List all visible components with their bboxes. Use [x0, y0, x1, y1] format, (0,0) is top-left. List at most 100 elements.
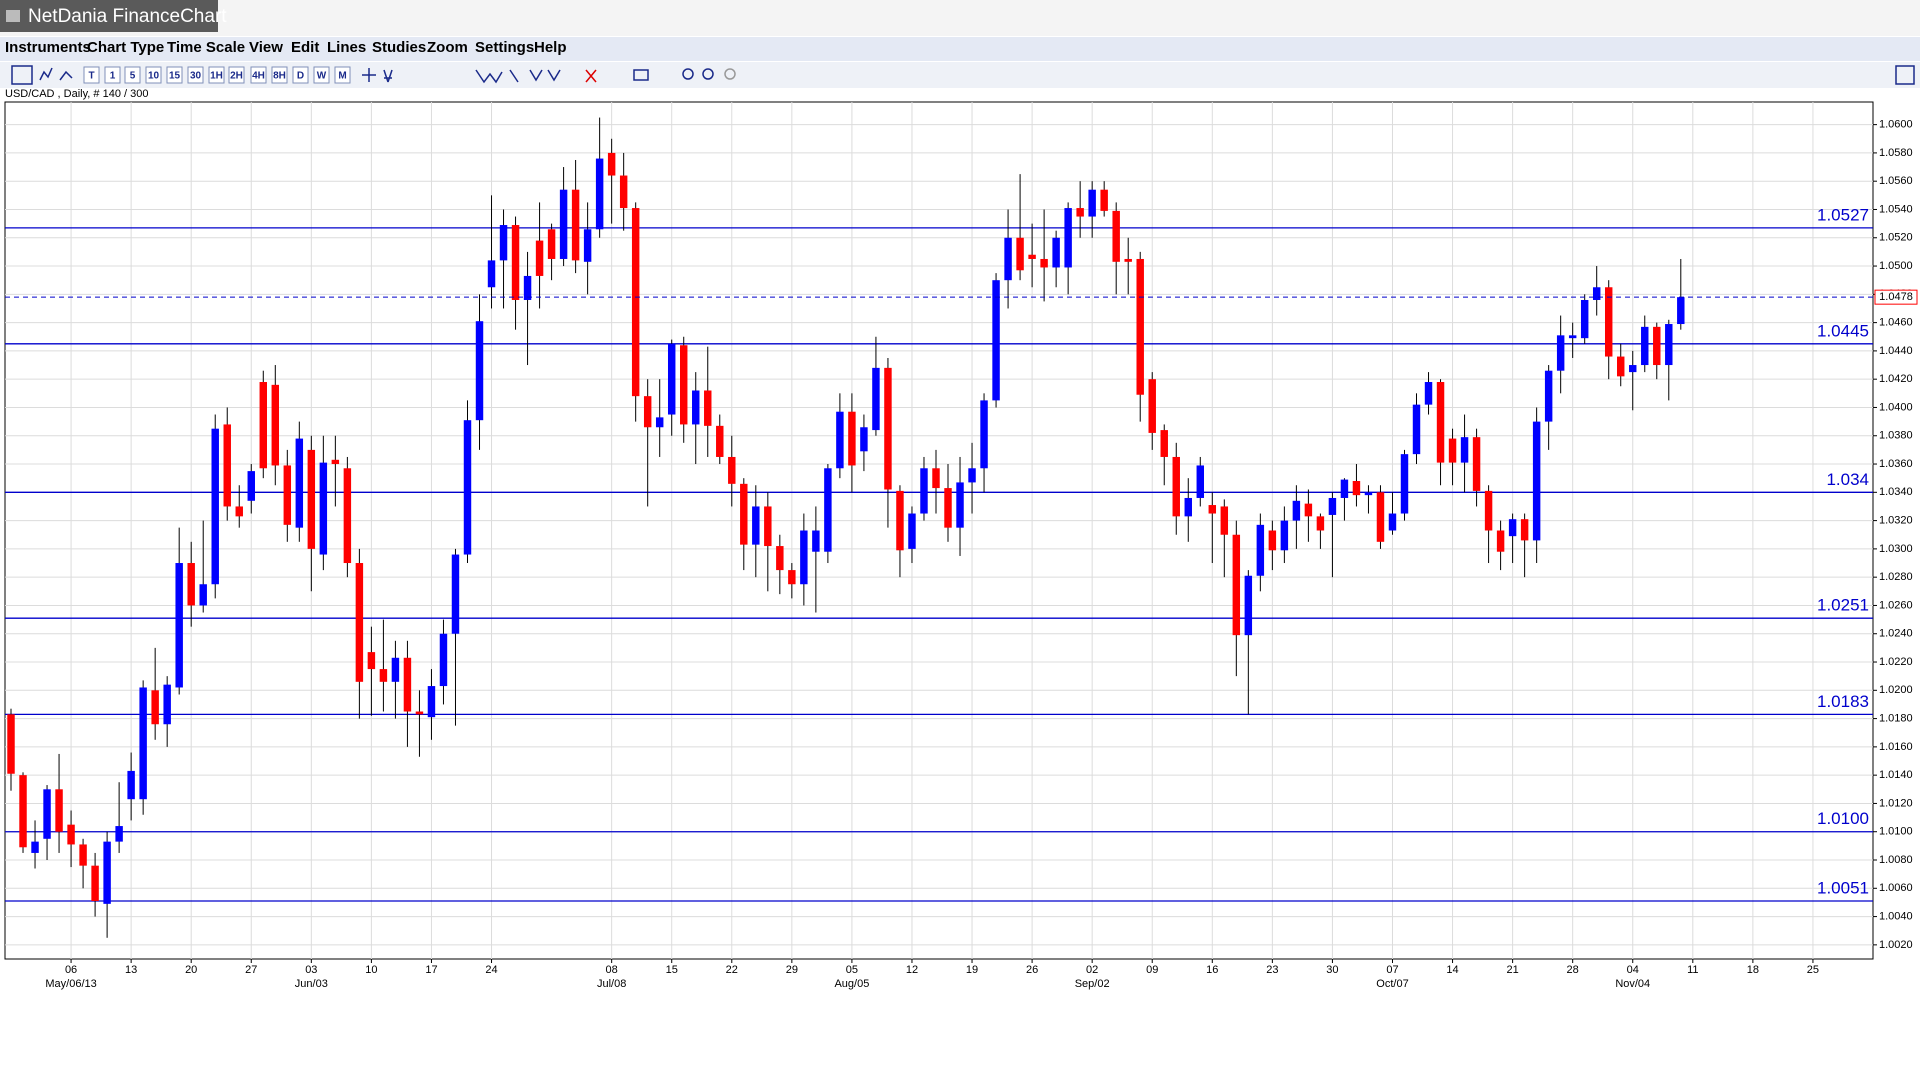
tool-button[interactable]	[334, 66, 351, 84]
tool-label[interactable]: 15	[169, 71, 181, 82]
candle-body	[307, 449, 316, 549]
candle-body	[764, 506, 772, 547]
tool-icon[interactable]	[724, 68, 736, 80]
tool-label[interactable]: W	[317, 71, 327, 82]
x-tick-label: 17	[425, 964, 437, 976]
y-tick-label: 1.0560	[1879, 175, 1913, 187]
tool-label[interactable]: 1H	[210, 71, 223, 82]
candle-body	[1424, 382, 1433, 405]
menu-item[interactable]: View	[249, 39, 283, 56]
tool-button[interactable]	[145, 66, 162, 84]
menu-item[interactable]: Help	[534, 39, 567, 56]
x-tick-label: 24	[485, 964, 497, 976]
plot-area	[4, 101, 1874, 960]
menu-item[interactable]: Instruments	[5, 39, 91, 56]
tool-button[interactable]	[83, 66, 100, 84]
candle-body	[103, 841, 111, 904]
tool-button[interactable]	[166, 66, 183, 84]
title-box	[0, 0, 218, 32]
candle-body	[1316, 516, 1325, 531]
tool-button[interactable]	[313, 66, 330, 84]
tool-label[interactable]: 4H	[252, 71, 265, 82]
candle-body	[331, 459, 340, 465]
tool-icon[interactable]	[362, 68, 393, 83]
tool-label[interactable]: 1	[110, 71, 116, 82]
x-tick-label: 26	[1026, 964, 1038, 976]
tool-label[interactable]: 8H	[273, 71, 286, 82]
menu-item[interactable]: Time Scale	[167, 39, 245, 56]
y-tick-label: 1.0300	[1879, 543, 1913, 555]
candle-body	[31, 841, 39, 853]
tool-icon[interactable]	[1895, 65, 1915, 85]
tool-button[interactable]	[292, 66, 309, 84]
window-title: NetDania FinanceChart	[28, 6, 227, 27]
tool-icon[interactable]	[475, 69, 561, 84]
tool-button[interactable]	[228, 66, 245, 84]
candle-body	[800, 530, 808, 585]
tool-icon[interactable]	[682, 68, 694, 80]
tool-label[interactable]: D	[297, 71, 304, 82]
candle-body	[1653, 326, 1661, 366]
candle-body	[1604, 287, 1613, 357]
tool-icon[interactable]	[633, 69, 649, 81]
candle-body	[367, 652, 376, 670]
menu-item[interactable]: Studies	[372, 39, 426, 56]
candle-body	[680, 345, 688, 425]
menu-item[interactable]: Lines	[327, 39, 366, 56]
tool-icon[interactable]	[702, 68, 714, 80]
candle-body	[920, 468, 928, 514]
tool-label[interactable]: 5	[130, 71, 136, 82]
tool-button[interactable]	[187, 66, 204, 84]
menu-item[interactable]: Edit	[291, 39, 319, 56]
level-label: 1.0183	[1817, 692, 1869, 711]
candle-body	[1544, 370, 1553, 422]
toolbar-buttons: T 1 5 10 15 30 1H 2H 4H 8H D W M	[83, 66, 351, 84]
x-tick-label: 11	[1687, 964, 1698, 976]
candle-body	[752, 506, 760, 545]
candle-body	[199, 584, 207, 606]
x-tick-label: 29	[786, 964, 798, 976]
tool-label[interactable]: 2H	[230, 71, 243, 82]
candle-body	[1665, 324, 1673, 366]
tool-label[interactable]: 10	[148, 71, 160, 82]
tool-icon[interactable]	[39, 67, 73, 81]
x-tick-label: 04	[1627, 964, 1639, 976]
candle-body	[343, 468, 352, 564]
candle-body	[43, 789, 51, 839]
tool-label[interactable]: 30	[190, 71, 202, 82]
tool-icon[interactable]	[585, 69, 597, 83]
x-tick-label: 05	[846, 964, 858, 976]
tool-button[interactable]	[250, 66, 267, 84]
y-tick-label: 1.0260	[1879, 599, 1913, 611]
candle-body	[1124, 258, 1132, 262]
x-tick-label: 16	[1206, 964, 1218, 976]
candle-body	[607, 152, 616, 176]
candle-body	[1256, 524, 1265, 576]
menu-item[interactable]: Zoom	[427, 39, 468, 56]
candle-body	[1268, 530, 1277, 551]
tool-button[interactable]	[208, 66, 225, 84]
candle-body	[692, 390, 700, 425]
candle-body	[1028, 254, 1036, 259]
tool-button[interactable]	[124, 66, 141, 84]
candle-body	[1568, 335, 1577, 339]
candle-body	[1004, 237, 1012, 281]
menu-item[interactable]: Settings	[475, 39, 534, 56]
tool-label[interactable]: M	[338, 71, 346, 82]
chart-title: USD/CAD , Daily, # 140 / 300	[5, 88, 148, 100]
tool-label[interactable]: T	[88, 71, 94, 82]
tool-icon[interactable]	[11, 65, 33, 85]
tool-button[interactable]	[104, 66, 121, 84]
candle-body	[1556, 335, 1565, 371]
candle-body	[1184, 497, 1192, 517]
candle-body	[776, 546, 784, 571]
candle-body	[655, 417, 664, 428]
tool-button[interactable]	[271, 66, 288, 84]
y-tick-label: 1.0140	[1879, 769, 1913, 781]
candle-body	[439, 633, 448, 687]
menu-item[interactable]: Chart Type	[87, 39, 164, 56]
candle-body	[1352, 481, 1361, 496]
level-label: 1.0527	[1817, 205, 1869, 224]
candle-body	[992, 280, 1000, 401]
candle-body	[67, 824, 75, 845]
